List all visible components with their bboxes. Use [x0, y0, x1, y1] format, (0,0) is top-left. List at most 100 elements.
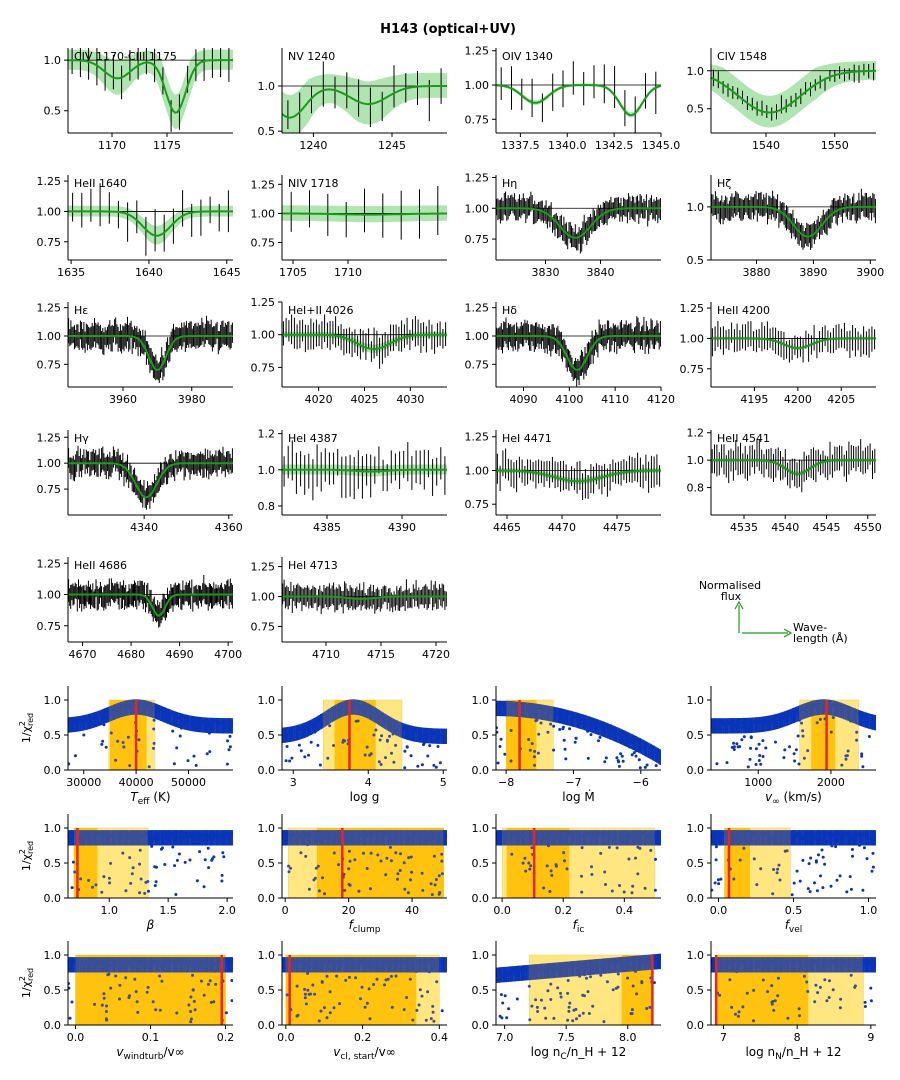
model-scatter-point [396, 877, 399, 881]
model-scatter-point [532, 755, 536, 759]
model-scatter-point [871, 851, 875, 855]
model-scatter-point [205, 752, 209, 756]
model-scatter-point [604, 756, 608, 760]
model-scatter-point [796, 734, 800, 738]
model-scatter-point [809, 856, 813, 860]
model-scatter-point [220, 879, 224, 883]
model-scatter-point [178, 734, 182, 738]
model-line [282, 468, 447, 473]
model-scatter-point [137, 738, 141, 742]
model-line [711, 69, 876, 114]
model-scatter-point [172, 762, 176, 766]
x-label-sub: ic [577, 925, 585, 935]
model-scatter-point [405, 745, 409, 749]
x-tick-label: 1540 [752, 139, 780, 152]
model-scatter-point [752, 857, 756, 861]
model-scatter-point [607, 845, 611, 849]
panel-label: HeI 4471 [502, 432, 552, 445]
model-scatter-point [564, 757, 568, 761]
model-scatter-point [114, 758, 118, 762]
model-scatter-point [634, 856, 637, 860]
spectrum-panel: 4385 4390 0.8 1.0 1.2 HeI 4387 [258, 428, 447, 534]
model-scatter-point [527, 738, 531, 741]
y-tick-label: 0.75 [680, 363, 705, 376]
model-scatter-point [711, 888, 714, 892]
x-tick-label: 4100 [555, 393, 583, 406]
model-scatter-point [561, 725, 565, 729]
model-scatter-point [774, 740, 777, 744]
x-tick-label: 4205 [827, 393, 855, 406]
plot-area [496, 316, 661, 387]
y-tick-label: 0.0 [687, 892, 705, 905]
y-label-sup: 2 [18, 721, 27, 726]
plot-area [282, 186, 447, 240]
model-scatter-point [437, 874, 441, 878]
model-line [68, 210, 233, 237]
model-scatter-point [802, 756, 806, 760]
x-axis-label: fic [573, 918, 585, 935]
plot-area [711, 438, 876, 493]
model-scatter-point [772, 868, 776, 871]
model-scatter-point [654, 857, 657, 861]
model-scatter-point [848, 875, 852, 879]
model-scatter-point [389, 859, 393, 863]
model-scatter-point [440, 852, 444, 856]
model-scatter-point [552, 748, 556, 752]
x-tick-label: 4340 [130, 521, 158, 534]
parameter-panel: 0.0 0.2 0.4 0.0 0.5 1.0 fic [472, 814, 661, 935]
plot-area [68, 445, 233, 510]
model-scatter-point [563, 747, 567, 751]
model-scatter-point [421, 888, 425, 892]
plot-area [282, 314, 447, 369]
model-scatter-point [290, 756, 294, 760]
model-scatter-point [332, 744, 335, 747]
model-scatter-point [380, 734, 384, 738]
model-scatter-point [761, 755, 765, 758]
model-scatter-point [834, 845, 838, 849]
parameter-panel: 1000 2000 0.0 0.5 1.0 v∞ (km/s) [687, 686, 876, 807]
plot-area [711, 320, 876, 363]
model-scatter-point [749, 736, 753, 740]
model-scatter-point [829, 884, 833, 888]
y-tick-label: 1.25 [465, 171, 490, 184]
model-scatter-point [147, 889, 150, 893]
x-tick-label: 1170 [98, 139, 126, 152]
model-scatter-point [533, 763, 537, 767]
model-scatter-point [228, 734, 232, 738]
model-scatter-point [499, 737, 503, 741]
model-scatter-point [568, 727, 572, 731]
y-tick-label: 0.5 [44, 105, 62, 118]
y-label-main: 1/χ [20, 725, 33, 743]
spectrum-panel: 4710 4715 4720 0.75 1.00 1.25 HeI 4713 [251, 557, 450, 661]
y-tick-label: 1.0 [687, 694, 705, 707]
y-tick-label: 0.75 [465, 233, 490, 246]
model-scatter-point [100, 890, 104, 894]
model-line [711, 337, 876, 350]
model-scatter-point [126, 735, 130, 739]
model-scatter-point [738, 858, 742, 862]
model-scatter-point [368, 753, 372, 757]
plot-area [496, 827, 661, 898]
model-scatter-point [759, 762, 763, 766]
model-scatter-point [285, 745, 289, 748]
model-scatter-point [430, 893, 434, 897]
model-scatter-point [603, 760, 607, 764]
model-scatter-point [590, 873, 594, 876]
model-scatter-point [369, 851, 373, 855]
model-scatter-point [357, 889, 361, 893]
model-scatter-point [632, 751, 636, 755]
x-tick-label: 4025 [351, 393, 379, 406]
model-scatter-point [288, 759, 292, 763]
model-scatter-point [714, 845, 718, 849]
parameter-panel: −8 −7 −6 0.0 0.5 1.0 log Ṁ [472, 686, 661, 804]
model-scatter-point [794, 748, 798, 752]
model-scatter-point [542, 886, 546, 890]
model-scatter-point [818, 717, 822, 721]
model-scatter-point [226, 739, 229, 743]
model-scatter-point [748, 757, 752, 761]
model-scatter-point [317, 889, 321, 893]
x-tick-label: 2000 [817, 776, 845, 789]
model-scatter-point [228, 745, 232, 749]
plot-area [68, 827, 233, 898]
